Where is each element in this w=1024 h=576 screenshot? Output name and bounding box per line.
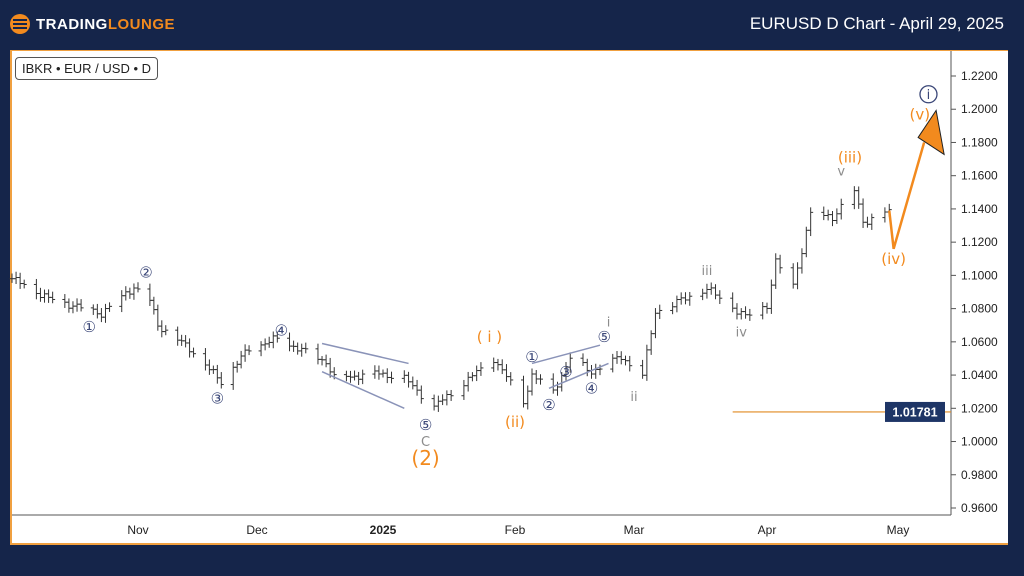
wave-label: C: [421, 435, 430, 450]
projection-arrow-icon: [917, 109, 945, 156]
wave-label: (iii): [838, 149, 862, 167]
y-tick-label: 1.0400: [961, 368, 998, 382]
wave-label: i: [607, 315, 611, 330]
x-tick-label: Nov: [127, 523, 148, 537]
x-tick-label: Mar: [624, 523, 645, 537]
y-tick-label: 1.2200: [961, 69, 998, 83]
wave-label: (iv): [881, 250, 906, 268]
y-tick-label: 0.9600: [961, 501, 998, 515]
chart-title: EURUSD D Chart - April 29, 2025: [749, 14, 1004, 33]
y-tick-label: 1.0200: [961, 401, 998, 415]
y-tick-label: 1.1800: [961, 135, 998, 149]
y-tick-label: 1.0600: [961, 335, 998, 349]
logo-icon: [10, 14, 30, 34]
wave-label: ii: [630, 390, 637, 405]
symbol-label: IBKR • EUR / USD • D: [15, 57, 159, 80]
wave-label: (v): [909, 105, 930, 123]
channel-line: [321, 342, 409, 365]
wave-label: ⑤: [419, 416, 432, 434]
wave-label: ③: [559, 363, 572, 381]
channel-line: [321, 371, 405, 409]
y-tick-label: 1.1400: [961, 202, 998, 216]
x-tick-label: Feb: [505, 523, 526, 537]
tradinglounge-logo: TRADINGLOUNGE: [10, 14, 175, 34]
y-tick-label: 0.9800: [961, 468, 998, 482]
wave-label: v: [837, 164, 845, 179]
logo-text: TRADING: [36, 15, 108, 33]
current-price-box: [885, 401, 945, 422]
y-tick-label: 1.0000: [961, 435, 998, 449]
wave-label: ①: [525, 348, 538, 366]
wave-label: ②: [542, 396, 555, 414]
wave-label: ( i ): [477, 328, 502, 346]
y-tick-label: 1.1600: [961, 169, 998, 183]
y-tick-label: 1.0800: [961, 302, 998, 316]
x-tick-label: Apr: [758, 523, 777, 537]
logo-text: LOUNGE: [107, 15, 175, 33]
wave-label: iv: [736, 325, 748, 340]
wave-label: (ii): [505, 413, 525, 431]
y-tick-label: 1.1000: [961, 268, 998, 282]
current-price-label: 1.01781: [892, 405, 937, 419]
y-tick-label: 1.1200: [961, 235, 998, 249]
projection-path: [888, 142, 926, 250]
chart-frame: [10, 50, 1008, 545]
wave-label: ⑤: [598, 328, 611, 346]
x-tick-label: May: [887, 523, 910, 537]
x-tick-label: 2025: [370, 523, 397, 537]
wave-label: ②: [139, 263, 152, 281]
channel-line: [531, 344, 601, 365]
channel-line: [548, 362, 609, 390]
wave-label: (2): [411, 446, 439, 470]
wave-label: ④: [275, 321, 288, 339]
wave-circle: [919, 85, 938, 104]
wave-label: i: [927, 88, 931, 103]
x-tick-label: Dec: [246, 523, 267, 537]
y-tick-label: 1.2000: [961, 102, 998, 116]
wave-label: ③: [211, 390, 224, 408]
wave-label: ①: [82, 318, 95, 336]
wave-label: ④: [585, 380, 598, 398]
wave-label: iii: [702, 264, 713, 279]
